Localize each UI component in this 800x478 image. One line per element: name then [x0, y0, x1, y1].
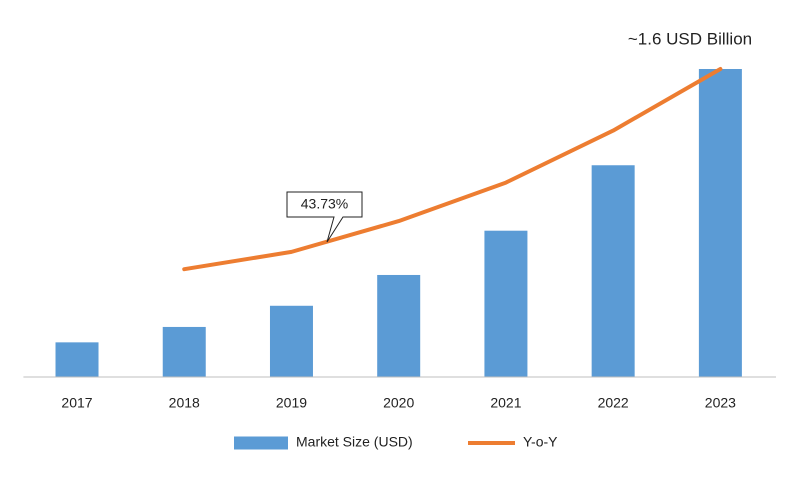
bar	[484, 230, 528, 377]
x-tick-label: 2018	[169, 395, 200, 411]
x-tick-label: 2017	[61, 395, 92, 411]
x-tick-label: 2022	[598, 395, 629, 411]
bar	[698, 69, 742, 377]
bar	[162, 326, 206, 377]
x-tick-label: 2019	[276, 395, 307, 411]
x-tick-label: 2021	[490, 395, 521, 411]
x-tick-label: 2020	[383, 395, 414, 411]
annotation-callout: 43.73%	[301, 196, 348, 212]
line-series	[182, 67, 723, 272]
bar	[269, 305, 313, 377]
bar	[377, 274, 421, 377]
bar	[591, 165, 635, 377]
legend-label: Y-o-Y	[523, 434, 558, 450]
x-tick-label: 2023	[705, 395, 736, 411]
callout-box	[286, 191, 363, 243]
legend-swatch	[234, 436, 288, 450]
annotation-total: ~1.6 USD Billion	[628, 29, 752, 48]
bar	[55, 342, 99, 377]
legend-label: Market Size (USD)	[296, 434, 413, 450]
